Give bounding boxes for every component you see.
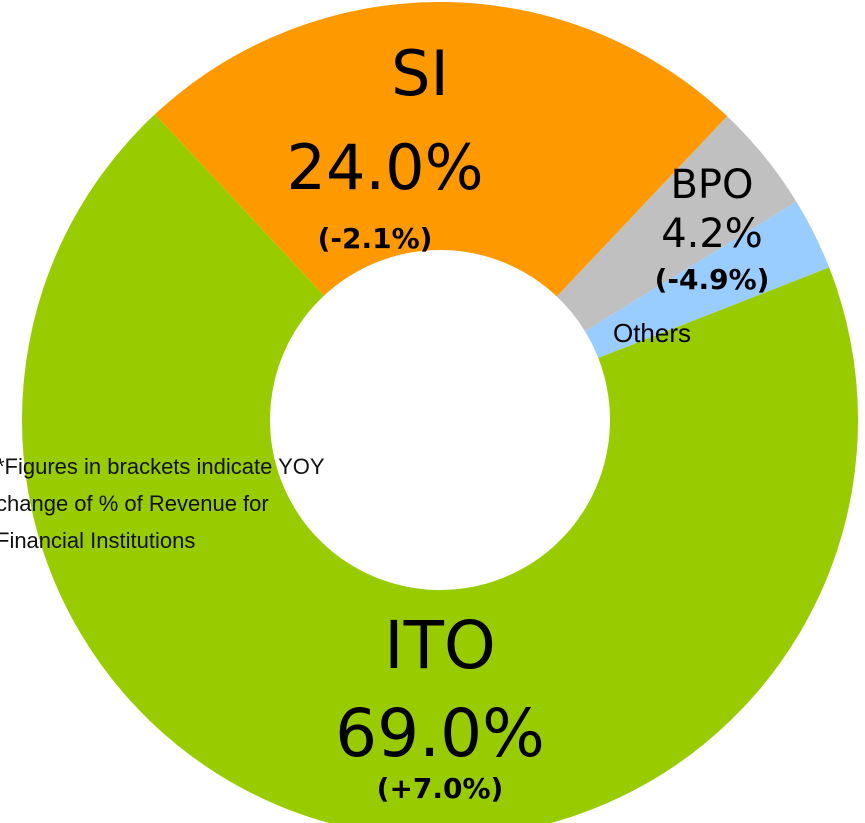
value-label: 24.0% [287,131,484,204]
value-label: 69.0% [335,695,545,772]
note: change of % of Revenue for [0,491,269,516]
value-label: 4.2% [661,211,763,257]
change-label: (-4.9%) [655,263,770,296]
donut-segment [556,116,797,332]
change-label: (-2.1%) [318,222,433,255]
category-label: BPO [670,162,753,208]
donut-segment [154,2,728,297]
donut-segment [584,201,830,358]
category-label: SI [391,37,449,110]
category-label: ITO [384,607,496,684]
donut-segment [22,114,858,823]
note: *Figures in brackets indicate YOY [0,454,325,479]
change-label: (+7.0%) [377,772,504,805]
category-label: Others [613,318,691,348]
note: Financial Institutions [0,528,195,553]
